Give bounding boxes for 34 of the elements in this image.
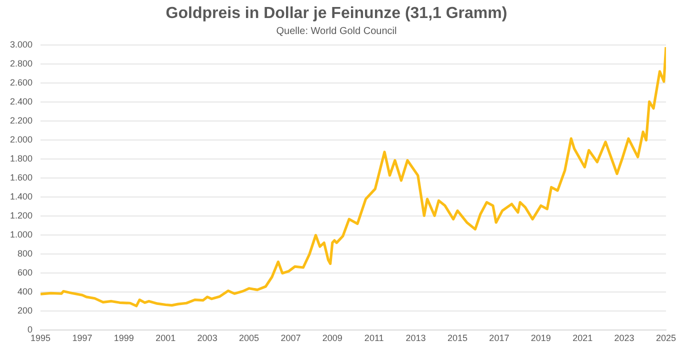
x-tick-label: 2025 [656, 333, 676, 344]
y-tick-label: 2.400 [10, 96, 33, 107]
chart-subtitle: Quelle: World Gold Council [276, 26, 397, 37]
y-tick-label: 1.000 [10, 230, 33, 240]
x-tick-label: 2017 [489, 333, 510, 344]
x-tick-label: 1995 [30, 333, 51, 344]
x-tick-label: 2011 [364, 333, 384, 344]
y-tick-label: 600 [17, 268, 33, 278]
x-tick-label: 2019 [530, 333, 551, 344]
y-tick-label: 2.000 [10, 134, 33, 145]
x-tick-label: 1999 [114, 333, 134, 344]
y-tick-label: 0 [28, 324, 33, 335]
x-tick-label: 2005 [238, 333, 260, 344]
x-tick-label: 1997 [72, 333, 92, 344]
y-tick-label: 3.000 [10, 40, 33, 50]
y-tick-label: 2.800 [10, 58, 33, 69]
x-tick-label: 2021 [572, 333, 593, 344]
y-tick-label: 1.200 [10, 210, 33, 221]
x-tick-label: 2013 [406, 333, 426, 344]
x-tick-label: 2009 [322, 333, 342, 344]
y-tick-label: 1.600 [10, 172, 33, 183]
chart-title: Goldpreis in Dollar je Feinunze (31,1 Gramm) [166, 5, 508, 22]
y-tick-label: 400 [17, 286, 33, 297]
y-tick-label: 200 [17, 306, 33, 316]
x-tick-label: 2007 [280, 333, 301, 344]
y-tick-label: 2.600 [10, 78, 33, 88]
y-tick-label: 1.800 [10, 154, 33, 164]
y-tick-label: 800 [17, 248, 33, 259]
x-tick-label: 2015 [447, 333, 468, 344]
x-tick-label: 2023 [614, 333, 634, 344]
y-tick-label: 2.200 [10, 116, 33, 126]
y-tick-label: 1.400 [10, 192, 33, 202]
x-tick-label: 2003 [197, 333, 218, 344]
x-tick-label: 2001 [156, 333, 176, 344]
